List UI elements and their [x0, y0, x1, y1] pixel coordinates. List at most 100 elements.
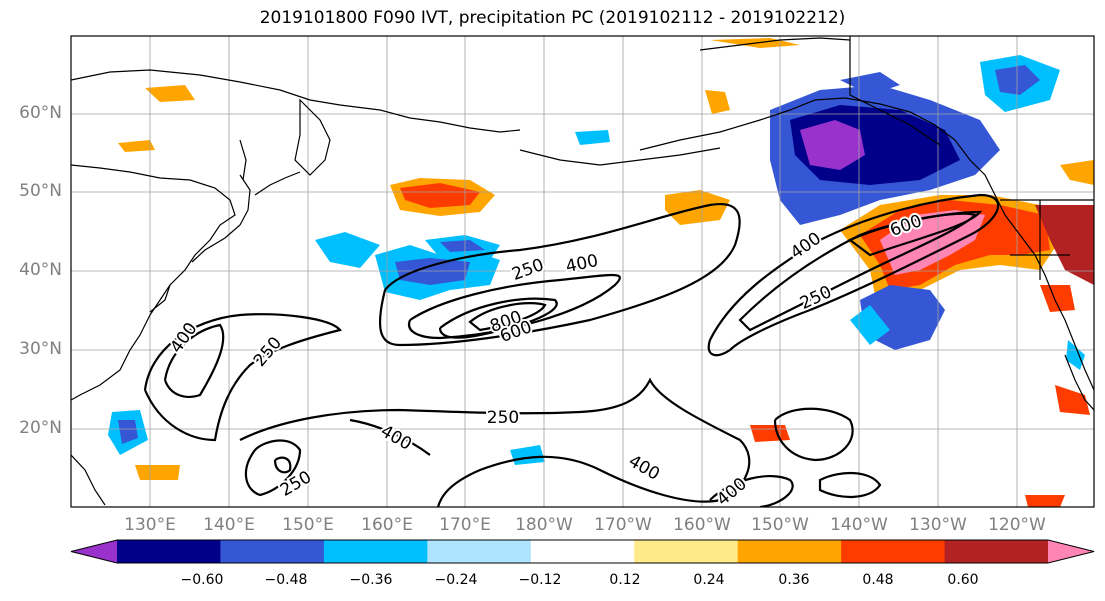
- shade-north-positive-5: [1060, 160, 1094, 185]
- lon-label-180w: 180°W: [515, 515, 573, 535]
- shade-interior-dark: [1035, 205, 1094, 285]
- ivt-contours: [143, 193, 1000, 507]
- siberia-coast: [71, 69, 521, 133]
- lon-label-130e: 130°E: [124, 515, 176, 535]
- contour-400-south: [244, 439, 302, 497]
- asia-coast: [71, 164, 236, 401]
- lon-label-150w: 150°W: [751, 515, 809, 535]
- contour-label: 400: [564, 251, 600, 277]
- shade-se-positive-2: [1055, 385, 1090, 415]
- colorbar-tick-3: −0.36: [349, 572, 393, 588]
- lon-label-120w: 120°W: [988, 515, 1046, 535]
- shade-se-positive-3: [1025, 495, 1065, 507]
- colorbar-tick-10: 0.60: [947, 572, 979, 588]
- lon-label-130w: 130°W: [909, 515, 967, 535]
- lat-label-20n: 20°N: [19, 418, 62, 438]
- colorbar-segment: [323, 540, 428, 563]
- lon-label-160e: 160°E: [361, 515, 413, 535]
- kuril-chain: [254, 171, 301, 196]
- korea-coast: [149, 284, 171, 313]
- shade-north-positive-2: [145, 85, 195, 102]
- colorbar-tick-4: −0.24: [434, 572, 478, 588]
- contour-800-central: [468, 302, 547, 332]
- colorbar-segment: [220, 540, 325, 563]
- contour-250-sw: [143, 313, 342, 442]
- shade-midpacific-negative-core: [395, 258, 470, 285]
- colorbar: [70, 539, 1095, 564]
- colorbar-segment: [737, 540, 842, 563]
- contour-400-east: [738, 212, 978, 332]
- shade-gulf-alaska-light: [840, 72, 900, 95]
- colorbar-segment: [530, 540, 635, 563]
- lon-label-160w: 160°W: [673, 515, 731, 535]
- contour-250-southeast: [773, 407, 854, 462]
- contour-label: 400: [377, 421, 415, 455]
- shade-sw-negative: [510, 445, 545, 465]
- lon-label-150e: 150°E: [282, 515, 334, 535]
- shade-central-negative-core: [440, 240, 485, 252]
- contour-label: 250: [250, 333, 286, 371]
- lat-label-50n: 50°N: [19, 181, 62, 201]
- shade-north-negative-core: [995, 65, 1040, 95]
- map-title: 2019101800 F090 IVT, precipitation PC (2…: [259, 8, 846, 28]
- philippines-coast: [71, 454, 106, 506]
- lon-label-140e: 140°E: [203, 515, 255, 535]
- kamchatka-coast: [294, 98, 331, 176]
- contour-400-mid: [349, 418, 431, 456]
- contour-250-central: [378, 202, 741, 347]
- colorbar-segment: [841, 540, 946, 563]
- shade-subtropical-negative-light: [850, 305, 890, 345]
- colorbar-segment: [944, 540, 1049, 563]
- shade-gulf-alaska-negative-peak: [800, 120, 865, 170]
- lat-label-60n: 60°N: [19, 103, 62, 123]
- contour-label: 400: [625, 451, 663, 485]
- shade-mid-negative-small: [575, 130, 610, 145]
- colorbar-tick-5: −0.12: [518, 572, 562, 588]
- shade-midpacific-positive-core: [400, 183, 480, 208]
- border-alaska-canada: [849, 36, 941, 146]
- lat-label-40n: 40°N: [19, 260, 62, 280]
- shade-north-positive: [705, 90, 730, 114]
- precip-shading: [108, 38, 1094, 507]
- colorbar-segment: [427, 540, 532, 563]
- contour-250-east: [707, 193, 1000, 357]
- lat-label-30n: 30°N: [19, 339, 62, 359]
- shade-west-negative-core: [118, 420, 138, 444]
- contour-400-south-2: [273, 456, 292, 474]
- contour-600-central: [438, 297, 558, 339]
- lon-label-140w: 140°W: [830, 515, 888, 535]
- contour-400-southeast: [709, 475, 794, 507]
- colorbar-tick-1: −0.60: [180, 572, 224, 588]
- shade-japan-sea-negative: [315, 232, 380, 268]
- contour-400-central: [407, 273, 621, 340]
- colorbar-extend-low: [71, 540, 117, 563]
- japan-coast: [191, 174, 251, 263]
- colorbar-tick-2: −0.48: [264, 572, 308, 588]
- colorbar-extend-high: [1048, 540, 1094, 563]
- contour-400-sw: [163, 323, 225, 398]
- shade-north-positive-3: [118, 140, 155, 152]
- colorbar-tick-8: 0.36: [778, 572, 810, 588]
- aleutian-chain: [519, 147, 721, 166]
- contour-label: 250: [797, 282, 835, 314]
- shade-se-positive: [750, 425, 790, 442]
- colorbar-segment: [634, 540, 739, 563]
- graticule: [71, 36, 1094, 507]
- colorbar-segment: [117, 540, 221, 563]
- contour-250-se-2: [818, 471, 882, 499]
- lon-label-170w: 170°W: [594, 515, 652, 535]
- contour-250-south: [239, 377, 751, 507]
- coastlines: [71, 36, 1094, 506]
- contour-label: 250: [509, 255, 546, 285]
- lon-label-170e: 170°E: [439, 515, 491, 535]
- contour-600-east: [847, 210, 983, 257]
- contour-label: 400: [167, 319, 202, 357]
- colorbar-tick-6: 0.12: [609, 572, 641, 588]
- baja-coast: [1064, 354, 1094, 411]
- alaska-coast: [639, 97, 1094, 391]
- shade-ca-positive: [1040, 285, 1075, 312]
- shade-ca-negative: [1066, 340, 1085, 370]
- map-frame: [70, 35, 1095, 508]
- contour-label: 250: [487, 408, 519, 428]
